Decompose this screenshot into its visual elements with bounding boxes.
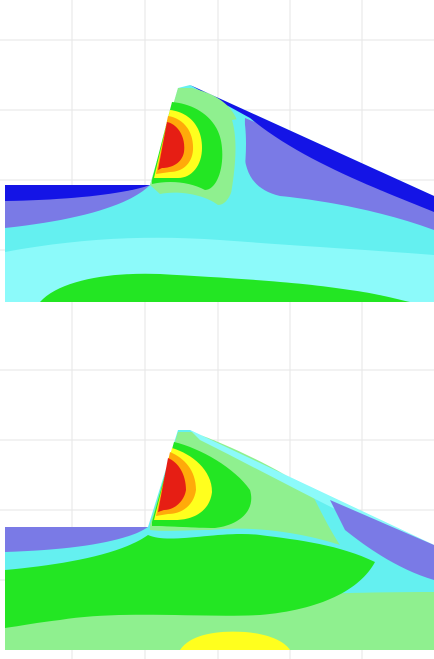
band-red-top bbox=[158, 122, 185, 170]
band-green-body-bottom bbox=[5, 533, 375, 628]
contour-plot-top bbox=[0, 0, 434, 330]
contour-plot-bottom-svg bbox=[0, 330, 434, 659]
band-blue-left-top bbox=[5, 185, 150, 201]
band-blue-right-top bbox=[190, 85, 434, 212]
band-slate-right-bottom bbox=[330, 500, 434, 580]
band-red-bottom bbox=[158, 458, 186, 512]
band-green-bottom-top bbox=[40, 273, 410, 302]
contour-plot-top-svg bbox=[0, 0, 434, 330]
band-cyan-ridge-top bbox=[228, 118, 246, 212]
contour-plot-bottom bbox=[0, 330, 434, 659]
band-yellow-base-bottom bbox=[180, 631, 290, 650]
band-slate-left-bottom bbox=[5, 527, 148, 552]
